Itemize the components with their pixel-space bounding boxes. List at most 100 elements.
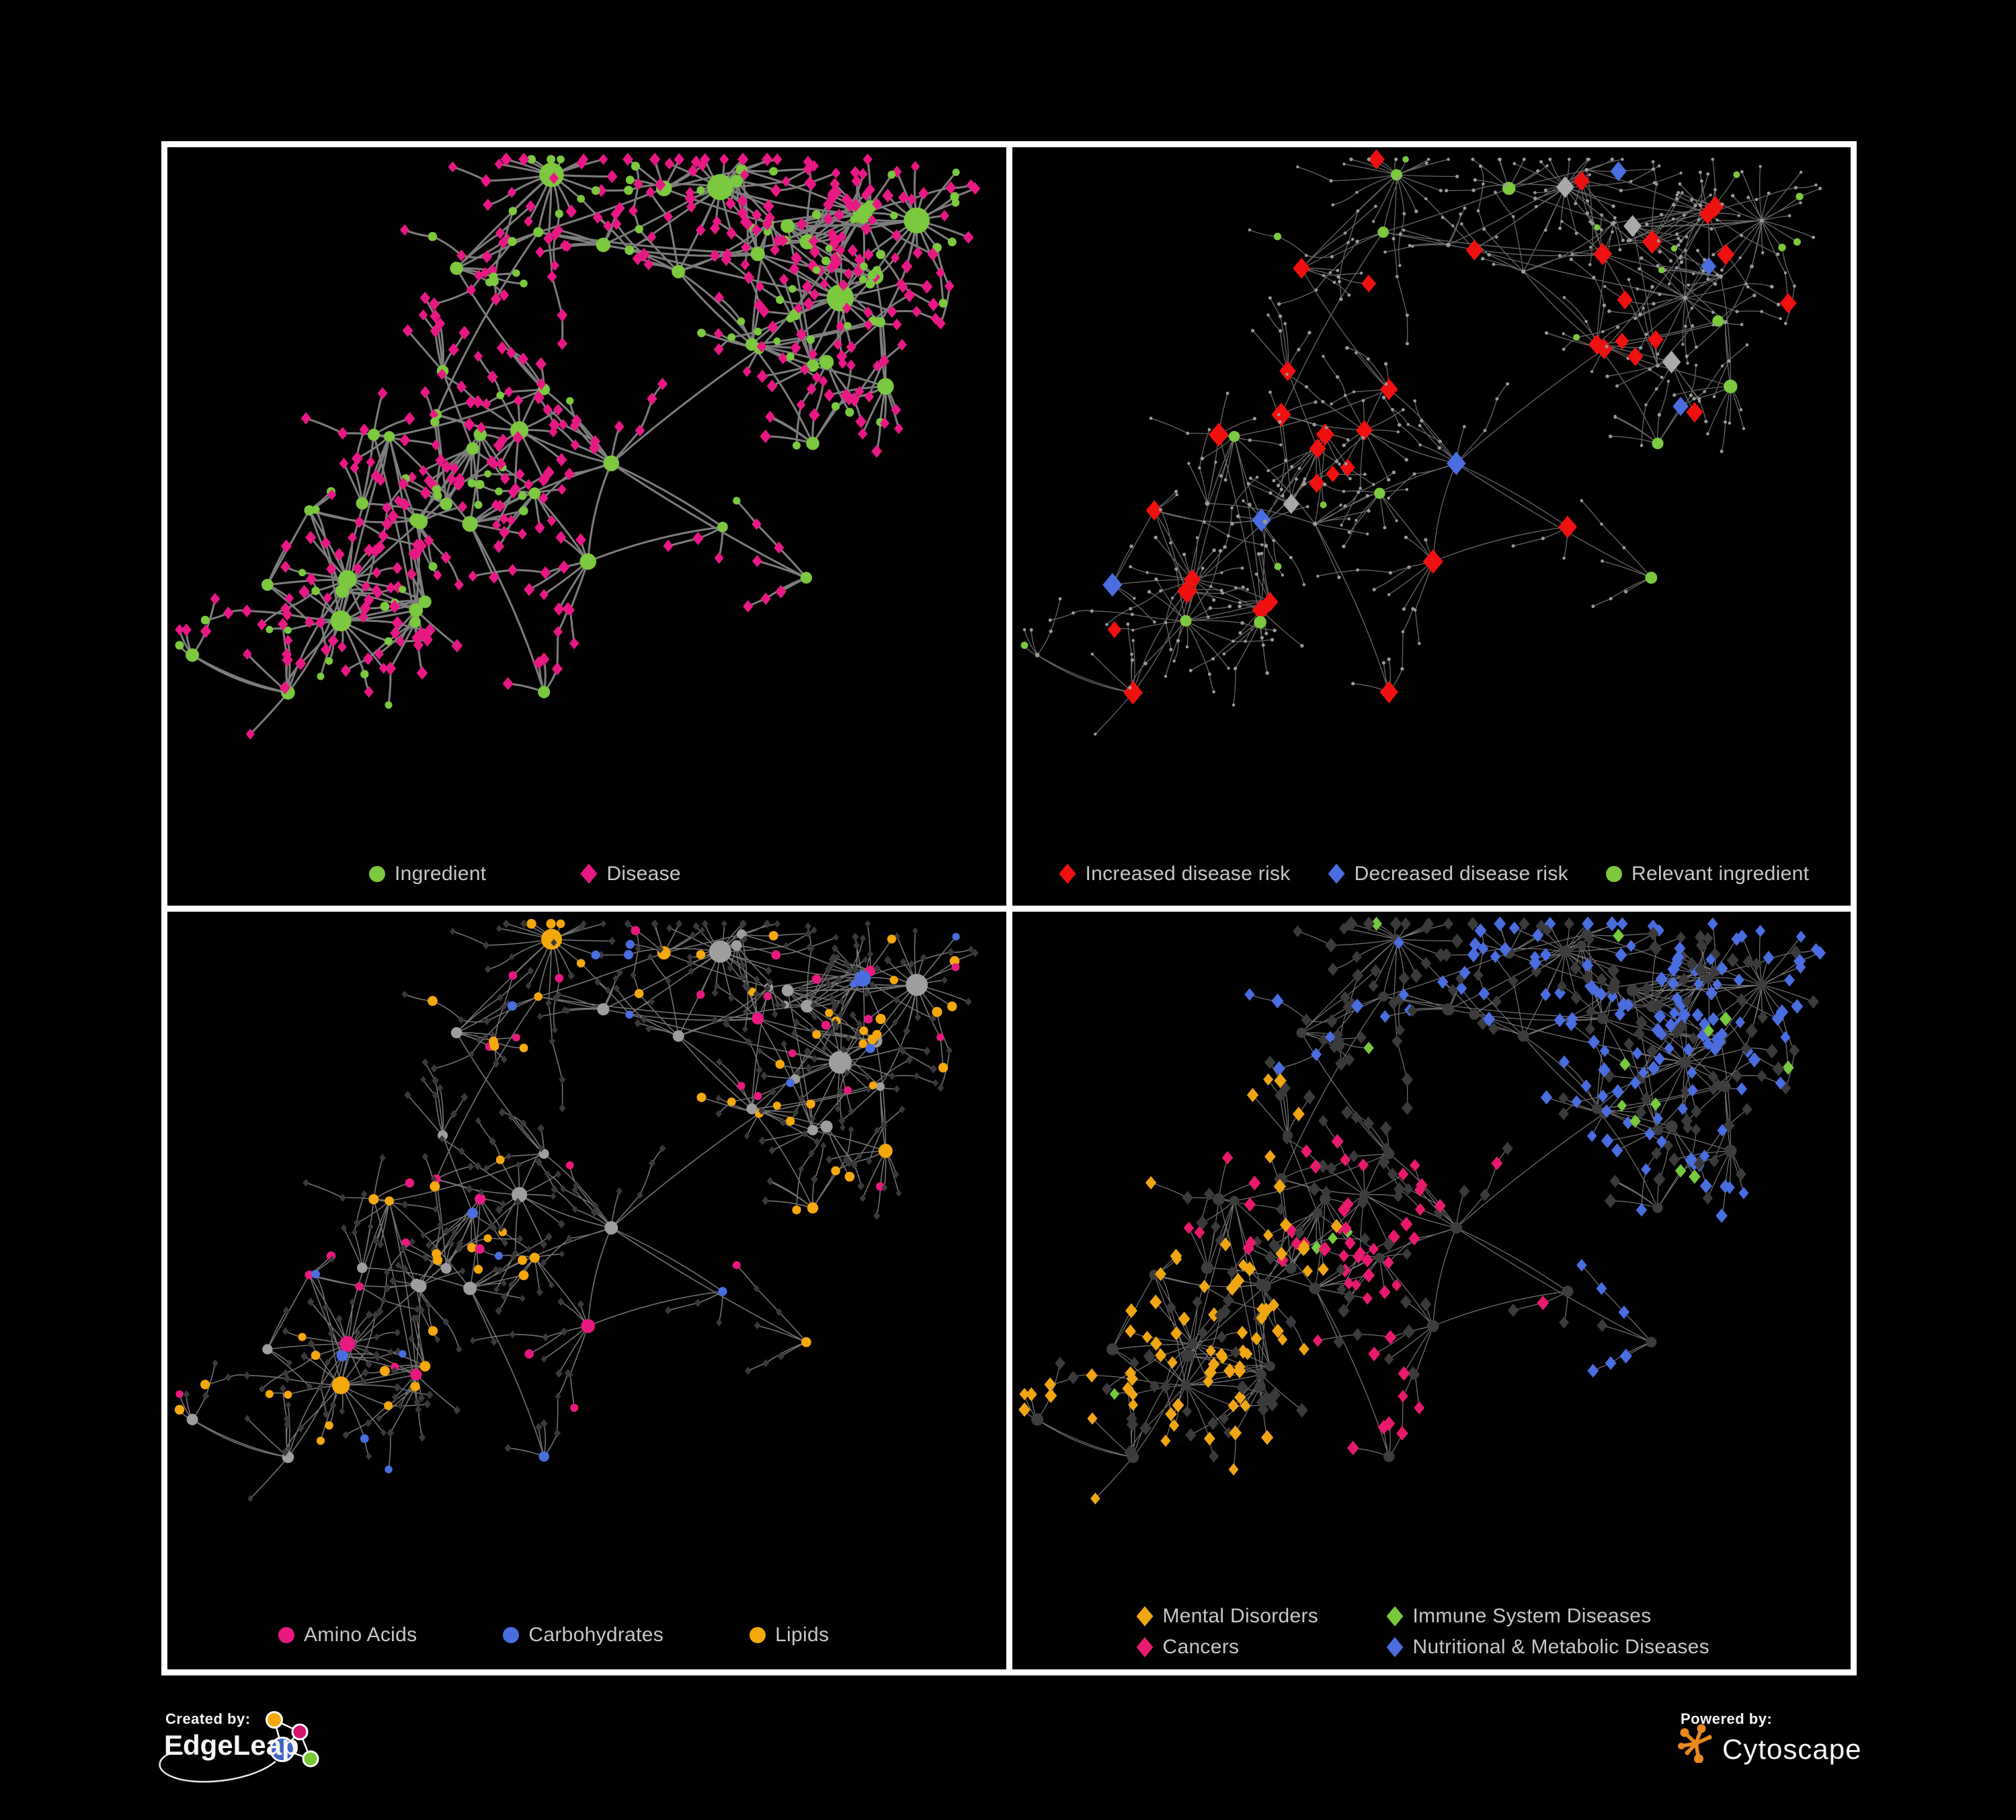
network-node-leaf [842, 1155, 850, 1164]
network-node-leaf [632, 252, 643, 266]
network-node-leaf [1738, 256, 1742, 260]
network-node-leaf [1462, 425, 1466, 428]
network-node-leaf [686, 200, 696, 213]
network-node-leaf [742, 1008, 749, 1015]
network-node-leaf [1698, 203, 1702, 208]
network-node-leaf [460, 1092, 469, 1101]
network-node-leaf [576, 156, 588, 170]
network-node-leaf [1675, 266, 1679, 270]
network-node-leaf [1241, 585, 1245, 589]
network-node-leaf [709, 249, 721, 262]
network-node-hub [1644, 571, 1657, 584]
network-node-leaf [1222, 652, 1225, 656]
network-node-leaf [1168, 541, 1172, 545]
network-node-leaf [280, 539, 292, 553]
network-node-leaf [1486, 253, 1491, 257]
network-node-leaf [555, 990, 562, 998]
network-node-leaf [1334, 460, 1338, 464]
network-node-leaf [504, 386, 514, 398]
network-node-leaf [1443, 917, 1453, 930]
network-node-leaf [1342, 443, 1346, 447]
network-node-leaf [181, 623, 192, 637]
network-node-leaf [1679, 1008, 1691, 1021]
network-node-leaf [515, 468, 525, 481]
network-node-leaf [279, 680, 291, 695]
network-node-hub [875, 1082, 885, 1091]
network-node-leaf [947, 947, 955, 956]
network-node-leaf [442, 1317, 450, 1326]
network-node-leaf [1071, 611, 1075, 615]
network-node-leaf [1762, 950, 1775, 965]
network-node-leaf [378, 662, 389, 674]
network-node-leaf [665, 977, 672, 985]
network-node-leaf [1327, 962, 1338, 976]
network-node-leaf [833, 338, 843, 350]
network-node-leaf [1337, 462, 1341, 466]
legend-item-cancers: Cancers [1136, 1636, 1387, 1659]
network-node-leaf [354, 1218, 361, 1228]
network-node-leaf [831, 944, 838, 953]
network-node-leaf [1274, 563, 1281, 570]
network-node-leaf [728, 993, 735, 1002]
network-node-leaf [577, 1300, 584, 1308]
network-node-leaf [283, 635, 293, 646]
network-node-leaf [571, 1185, 578, 1194]
network-node-leaf [483, 198, 493, 211]
legend-circle-marker [369, 865, 385, 882]
network-node-hub [450, 1027, 462, 1038]
network-node-leaf [1736, 929, 1747, 943]
network-node-leaf [557, 155, 565, 163]
network-node-leaf [413, 1313, 420, 1322]
network-node-leaf [1240, 566, 1244, 570]
network-node-leaf [912, 246, 923, 260]
network-node-leaf [821, 1020, 831, 1030]
network-node-leaf [809, 160, 819, 172]
network-node-leaf [1623, 590, 1627, 594]
network-node-leaf [1666, 961, 1680, 977]
network-node-leaf [768, 931, 778, 941]
network-node-leaf [448, 1239, 455, 1247]
network-node-leaf [577, 194, 586, 203]
network-node-leaf [241, 604, 253, 618]
network-node-leaf [608, 936, 616, 945]
network-node-leaf [762, 199, 774, 214]
network-node-leaf [383, 1283, 391, 1293]
network-node-leaf [298, 584, 311, 599]
network-node-leaf [1420, 956, 1431, 970]
network-node-leaf [1735, 310, 1739, 314]
network-node-leaf [525, 200, 536, 213]
network-node-leaf [711, 1015, 719, 1024]
network-node-hub [1253, 616, 1266, 629]
network-node-leaf [1333, 1038, 1345, 1053]
network-node-leaf [467, 479, 477, 488]
network-node-leaf [556, 919, 565, 928]
network-node-leaf [474, 1161, 482, 1171]
network-node-leaf [826, 262, 837, 274]
cytoscape-logo-icon [1678, 1724, 1712, 1763]
network-node-leaf [1772, 1061, 1785, 1076]
network-node-hub [368, 1193, 379, 1204]
network-node-hub [1592, 242, 1612, 266]
network-node-leaf [417, 1305, 425, 1314]
network-node-leaf [1746, 196, 1750, 200]
network-node-leaf [383, 1268, 391, 1276]
network-node-leaf [1455, 981, 1467, 995]
network-node-leaf [311, 1269, 320, 1278]
network-node-leaf [1346, 293, 1350, 297]
network-node-leaf [809, 1114, 816, 1122]
network-node-leaf [518, 1270, 529, 1280]
network-node-leaf [1654, 387, 1658, 391]
network-node-leaf [1567, 157, 1571, 161]
network-node-leaf [1473, 178, 1477, 182]
network-node-leaf [395, 635, 405, 647]
network-node-leaf [361, 580, 371, 592]
network-node-leaf [282, 1369, 289, 1377]
network-node-leaf [1289, 555, 1293, 559]
network-node-hub [718, 1286, 727, 1296]
network-node-leaf [1260, 1429, 1273, 1445]
network-node-leaf [1242, 1240, 1254, 1255]
network-node-leaf [849, 1010, 856, 1019]
network-node-leaf [1508, 974, 1519, 987]
network-node-leaf [1647, 919, 1658, 933]
network-node-leaf [506, 1152, 512, 1160]
